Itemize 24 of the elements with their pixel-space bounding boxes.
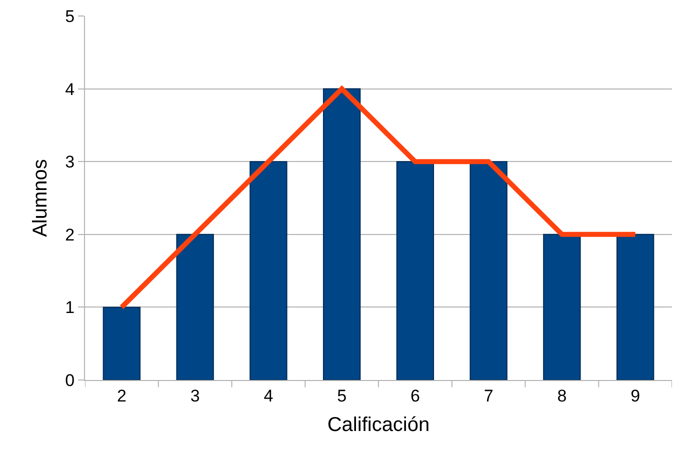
bar [543,234,581,380]
x-tick-label: 3 [190,386,200,406]
x-tick-label: 6 [410,386,420,406]
x-tick-label: 8 [557,386,567,406]
y-tick-label: 1 [65,298,75,318]
x-tick-label: 2 [116,386,126,406]
y-tick-label: 5 [65,6,75,26]
x-tick-label: 7 [484,386,494,406]
bar [396,161,434,380]
bar [616,234,654,380]
y-tick-label: 2 [65,225,75,244]
x-axis-title: Calificación [327,414,430,436]
bar [250,161,288,380]
bar [470,161,508,380]
bar [102,306,141,380]
bar [176,234,214,380]
bar [322,88,361,380]
y-axis-title: Alumnos [30,159,52,237]
y-tick-label: 4 [65,80,75,99]
x-tick-label: 9 [630,386,640,406]
y-tick-label: 3 [65,152,75,172]
x-tick-label: 5 [337,386,347,406]
y-tick-label: 0 [65,370,75,390]
x-tick-label: 4 [264,386,274,406]
